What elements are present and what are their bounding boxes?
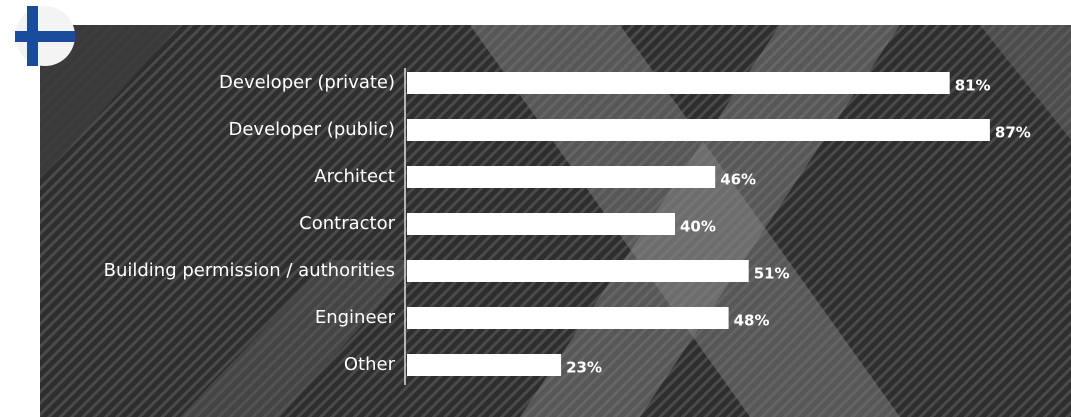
category-label: Architect <box>314 166 395 187</box>
bar <box>407 166 716 188</box>
value-label: 51% <box>754 265 790 283</box>
bar <box>407 119 990 141</box>
bar <box>407 354 562 376</box>
category-label: Developer (private) <box>219 72 395 93</box>
bar <box>407 307 729 329</box>
category-label: Building permission / authorities <box>104 260 395 281</box>
flag <box>15 6 75 66</box>
bar <box>407 213 675 235</box>
value-label: 48% <box>734 312 770 330</box>
bar <box>407 260 749 282</box>
category-label: Other <box>344 354 396 375</box>
value-label: 23% <box>566 359 602 377</box>
value-label: 81% <box>955 77 991 95</box>
category-label: Contractor <box>299 213 395 234</box>
category-label: Developer (public) <box>229 119 396 140</box>
bar <box>407 72 950 94</box>
category-label: Engineer <box>315 307 396 328</box>
value-label: 40% <box>680 218 716 236</box>
value-label: 87% <box>995 124 1031 142</box>
value-label: 46% <box>720 171 756 189</box>
